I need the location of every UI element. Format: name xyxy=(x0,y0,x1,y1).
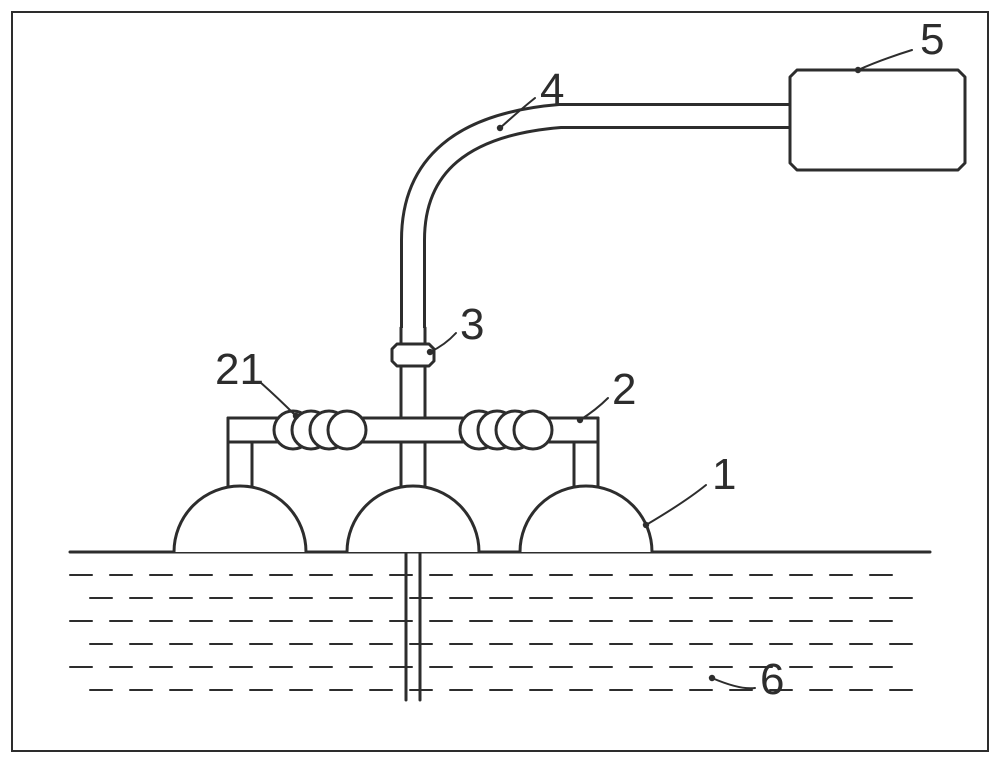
callout-label-5: 5 xyxy=(920,15,944,65)
diagram-svg xyxy=(0,0,1000,763)
callout-label-4: 4 xyxy=(540,65,564,115)
callout-label-21: 21 xyxy=(215,345,264,395)
diagram-canvas: 54321216 xyxy=(0,0,1000,763)
callout-label-2: 2 xyxy=(612,365,636,415)
callout-label-1: 1 xyxy=(712,450,736,500)
callout-label-3: 3 xyxy=(460,300,484,350)
callout-label-6: 6 xyxy=(760,655,784,705)
